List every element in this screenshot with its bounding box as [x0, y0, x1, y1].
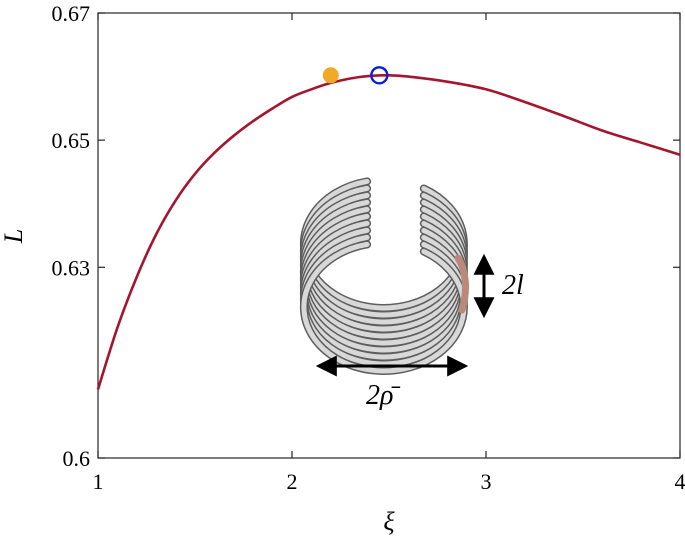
x-axis-label: ξ [383, 507, 395, 536]
width-label: 2ρ̄ [366, 380, 400, 411]
x-tick-label: 1 [93, 469, 104, 494]
x-tick-label: 4 [675, 469, 685, 494]
y-axis-label: L [0, 229, 28, 244]
x-tick-label: 3 [481, 469, 492, 494]
x-tick-labels: 1 2 3 4 [93, 469, 685, 494]
y-tick-label: 0.63 [52, 255, 91, 280]
x-tick-label: 2 [287, 469, 298, 494]
filled-marker [322, 67, 339, 84]
y-tick-labels: 0.6 0.63 0.65 0.67 [52, 1, 91, 471]
open-marker [370, 66, 389, 85]
coil-rings [299, 177, 469, 375]
marker-layer [322, 66, 389, 85]
coil-end-strip [454, 254, 469, 314]
axis-ticks [97, 12, 681, 459]
coil-illustration: 2l 2ρ̄ [299, 177, 524, 411]
y-tick-label: 0.6 [63, 446, 91, 471]
series-layer [96, 73, 681, 390]
y-tick-label: 0.65 [52, 128, 91, 153]
height-label: 2l [502, 270, 524, 301]
plot-frame [97, 12, 681, 459]
series-line [96, 73, 681, 390]
y-tick-label: 0.67 [52, 1, 91, 26]
